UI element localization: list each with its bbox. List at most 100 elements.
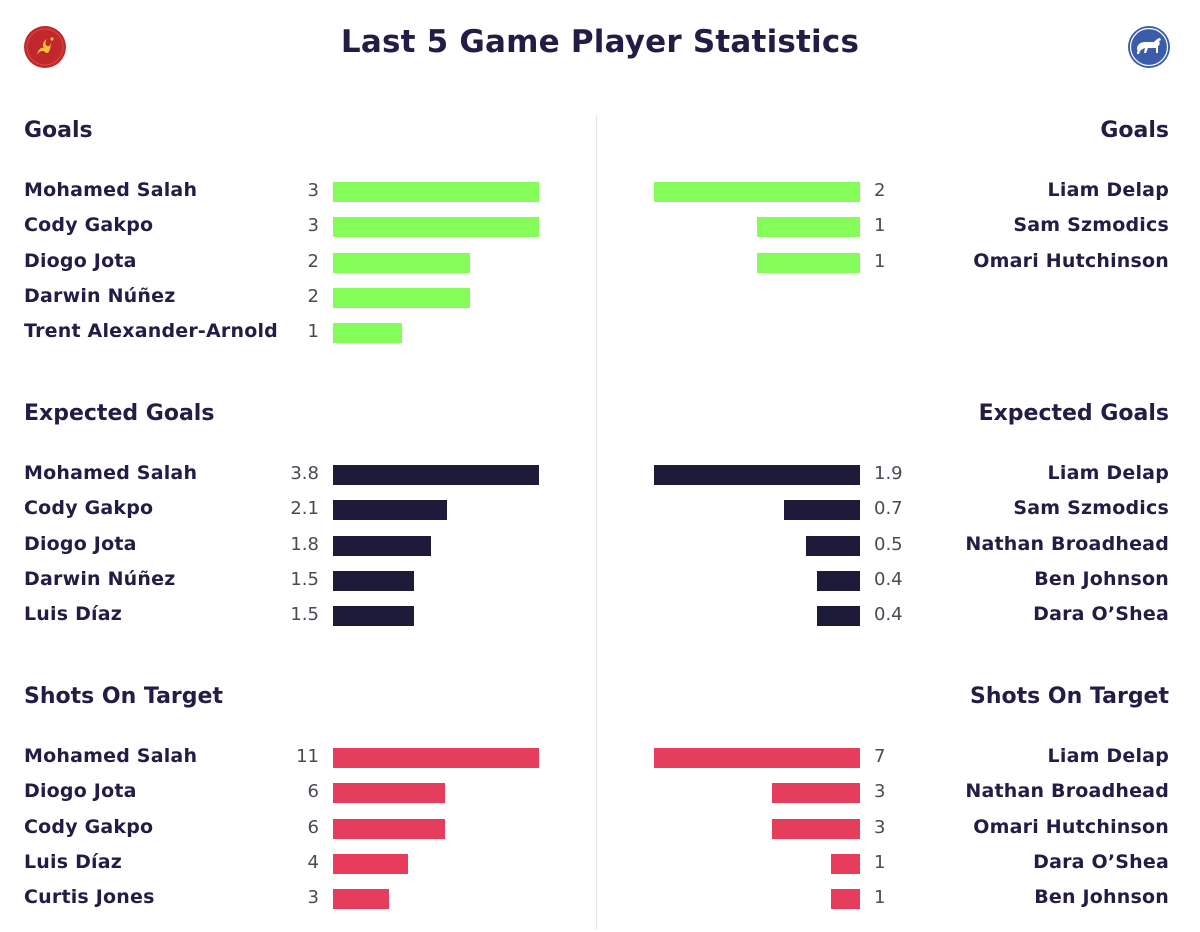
stat-bar — [757, 252, 860, 273]
stat-bar — [333, 818, 445, 839]
player-name: Diogo Jota — [24, 249, 137, 272]
player-name: Nathan Broadhead — [965, 780, 1169, 803]
stat-bar — [654, 748, 860, 768]
stat-value: 1 — [874, 887, 886, 909]
stat-bar — [784, 500, 860, 521]
stat-value: 3.8 — [290, 463, 319, 484]
player-name: Sam Szmodics — [1013, 214, 1169, 237]
player-name: Cody Gakpo — [24, 214, 154, 237]
player-name: Cody Gakpo — [24, 497, 154, 520]
section-title: Expected Goals — [978, 401, 1169, 426]
stat-bar — [333, 323, 402, 344]
stat-bar — [817, 606, 860, 627]
stat-value: 1.5 — [290, 568, 319, 590]
stat-value: 11 — [296, 746, 319, 767]
player-name: Dara O’Shea — [1033, 850, 1169, 873]
stat-bar — [831, 853, 860, 874]
stat-bar — [757, 217, 860, 238]
stat-bar — [333, 606, 414, 627]
player-name: Darwin Núñez — [24, 567, 176, 590]
player-name: Diogo Jota — [24, 780, 137, 803]
liverpool-crest-icon — [24, 26, 66, 68]
stat-row: Cody Gakpo 6 — [0, 815, 1200, 839]
section-title: Shots On Target — [24, 684, 223, 709]
stat-row: Dara O’Shea 1 — [0, 850, 1200, 874]
player-name: Diogo Jota — [24, 532, 137, 555]
stat-row: Ben Johnson 0.4 — [0, 567, 1200, 591]
stat-row: Luis Díaz 1.5 — [0, 603, 1200, 627]
stat-row: Liam Delap 2 — [0, 179, 1200, 202]
section-title: Expected Goals — [24, 401, 215, 426]
stat-row: Sam Szmodics 1 — [0, 214, 1200, 238]
stat-value: 3 — [307, 180, 319, 201]
player-name: Liam Delap — [1047, 179, 1169, 201]
section-title: Goals — [1100, 118, 1169, 143]
stat-value: 6 — [307, 816, 319, 838]
player-name: Cody Gakpo — [24, 815, 154, 838]
stat-row: Mohamed Salah 3.8 — [0, 462, 1200, 485]
player-name: Ben Johnson — [1034, 567, 1169, 590]
stat-value: 0.7 — [874, 498, 903, 520]
player-name: Omari Hutchinson — [973, 249, 1169, 272]
stat-row: Cody Gakpo 2.1 — [0, 497, 1200, 521]
stat-value: 0.4 — [874, 604, 903, 626]
stat-bar — [333, 252, 470, 273]
player-name: Dara O’Shea — [1033, 603, 1169, 626]
stat-row: Darwin Núñez 1.5 — [0, 567, 1200, 591]
stat-value: 1 — [874, 851, 886, 873]
player-name: Mohamed Salah — [24, 462, 198, 484]
stat-row: Liam Delap 1.9 — [0, 462, 1200, 485]
stat-bar — [817, 570, 860, 591]
ipswich-horse-crest-icon — [1128, 26, 1170, 68]
stat-bar — [772, 818, 860, 839]
page-title: Last 5 Game Player Statistics — [340, 24, 860, 60]
stat-value: 1.8 — [290, 533, 319, 555]
player-name: Mohamed Salah — [24, 745, 198, 767]
stat-bar — [654, 182, 860, 202]
stat-row: Mohamed Salah 3 — [0, 179, 1200, 202]
stat-value: 2 — [307, 285, 319, 307]
player-name: Mohamed Salah — [24, 179, 198, 201]
stat-bar — [806, 535, 860, 556]
stat-row: Curtis Jones 3 — [0, 886, 1200, 910]
stat-bar — [333, 182, 539, 202]
stat-bar — [831, 889, 860, 910]
player-name: Curtis Jones — [24, 886, 155, 909]
stat-bar — [333, 465, 539, 485]
player-name: Darwin Núñez — [24, 284, 176, 307]
stat-value: 1.5 — [290, 604, 319, 626]
stat-bar — [654, 465, 860, 485]
section-title: Goals — [24, 118, 93, 143]
stat-value: 1 — [874, 215, 886, 237]
stat-value: 0.5 — [874, 533, 903, 555]
stat-value: 2 — [874, 180, 886, 201]
stat-value: 2.1 — [290, 498, 319, 520]
stat-bar — [333, 889, 389, 910]
stat-value: 3 — [307, 215, 319, 237]
stat-bar — [333, 570, 414, 591]
stat-row: Mohamed Salah 11 — [0, 745, 1200, 768]
center-divider — [596, 115, 597, 930]
player-name: Liam Delap — [1047, 462, 1169, 484]
stat-value: 3 — [874, 816, 886, 838]
player-name: Omari Hutchinson — [973, 815, 1169, 838]
stat-row: Darwin Núñez 2 — [0, 284, 1200, 308]
stat-row: Nathan Broadhead 0.5 — [0, 533, 1200, 556]
stat-row: Ben Johnson 1 — [0, 886, 1200, 910]
stat-value: 3 — [307, 887, 319, 909]
stat-row: Diogo Jota 6 — [0, 780, 1200, 804]
stat-bar — [333, 853, 408, 874]
stat-row: Omari Hutchinson 1 — [0, 249, 1200, 273]
stat-row: Dara O’Shea 0.4 — [0, 603, 1200, 627]
stat-row: Cody Gakpo 3 — [0, 214, 1200, 238]
stat-row: Liam Delap 7 — [0, 745, 1200, 768]
stat-bar — [333, 783, 445, 804]
stat-row: Luis Díaz 4 — [0, 851, 1200, 874]
stat-bar — [772, 783, 860, 804]
stat-value: 7 — [874, 746, 886, 767]
stat-row: Diogo Jota 2 — [0, 249, 1200, 273]
player-name: Luis Díaz — [24, 603, 123, 626]
stat-bar — [333, 500, 447, 521]
section-title: Shots On Target — [970, 684, 1169, 709]
stat-row: Trent Alexander-Arnold 1 — [0, 320, 1200, 344]
